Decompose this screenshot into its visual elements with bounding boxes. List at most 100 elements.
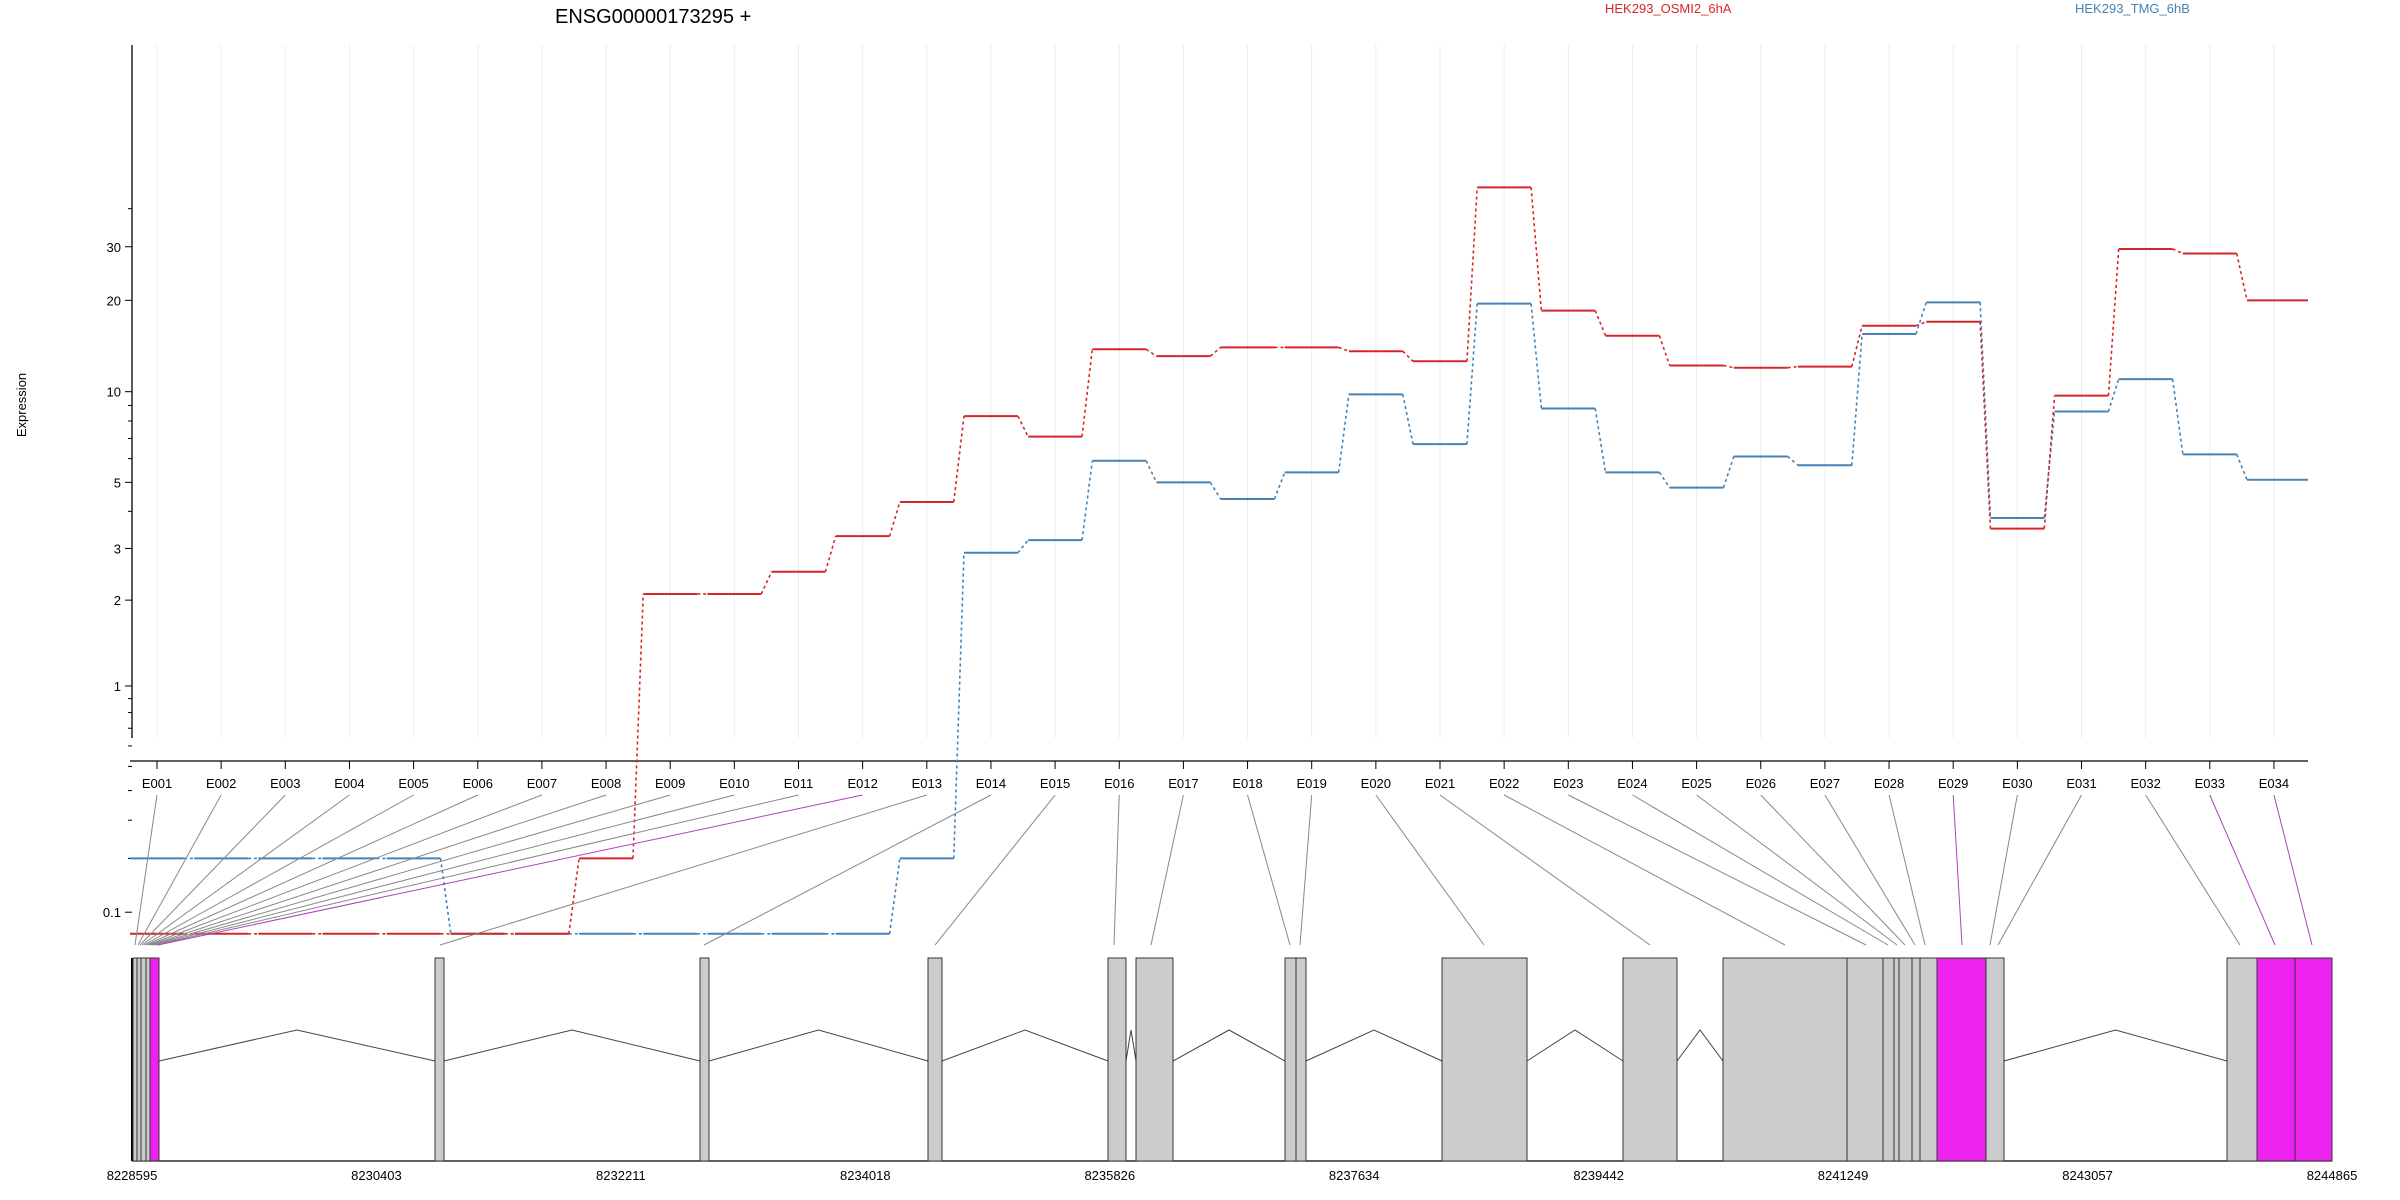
intron — [1172, 1029, 1286, 1062]
exon-label: E015 — [1040, 776, 1070, 791]
exon-box — [1107, 957, 1127, 1162]
y-tick-label: 10 — [107, 385, 121, 400]
exon-connector — [1503, 794, 1786, 946]
y-tick-label: 1 — [114, 679, 121, 694]
exon-box — [140, 957, 147, 1162]
intron — [1676, 1029, 1724, 1062]
series-connector — [1338, 346, 1350, 352]
intron — [1305, 1029, 1443, 1062]
exon-label: E033 — [2195, 776, 2225, 791]
y-tick-label: 30 — [107, 240, 121, 255]
exon-box — [1985, 957, 2005, 1162]
exon-label: E032 — [2130, 776, 2160, 791]
intron — [708, 1029, 929, 1062]
series-connector — [1658, 471, 1671, 489]
y-tick-label: 0.1 — [103, 905, 121, 920]
y-tick-label: 2 — [114, 593, 121, 608]
exon-label: E005 — [398, 776, 428, 791]
exon-label: E030 — [2002, 776, 2032, 791]
exon-connector — [1375, 794, 1485, 946]
genomic-coordinate-label: 8230403 — [351, 1168, 402, 1183]
exon-label: E006 — [463, 776, 493, 791]
exon-box — [927, 957, 943, 1162]
exon-connector — [934, 794, 1056, 946]
series-connector — [568, 858, 580, 934]
series-connector — [1594, 310, 1607, 336]
exon-connector — [155, 794, 799, 946]
series-connector — [1658, 335, 1671, 366]
exon-label: E024 — [1617, 776, 1647, 791]
exon-box — [1911, 957, 1921, 1162]
series-connector — [1273, 472, 1286, 500]
exon-connector — [147, 794, 543, 946]
exon-connector — [2145, 794, 2241, 946]
exon-label: E008 — [591, 776, 621, 791]
series-connector — [2107, 248, 2120, 396]
exon-connector — [2209, 794, 2276, 946]
exon-box — [1135, 957, 1174, 1162]
exon-connector — [1989, 794, 2018, 946]
exon-connector — [703, 794, 992, 946]
exon-label: E019 — [1297, 776, 1327, 791]
series-connector — [1145, 460, 1158, 483]
exon-box — [434, 957, 445, 1162]
genomic-coordinate-label: 8243057 — [2062, 1168, 2113, 1183]
exon-label: E003 — [270, 776, 300, 791]
exon-label: E020 — [1361, 776, 1391, 791]
series-connector — [1081, 349, 1094, 437]
exon-connector — [143, 794, 414, 946]
exon-label: E023 — [1553, 776, 1583, 791]
plot-area: 0.1 1 2 3 5 10 20 30 E001 E002 E003 E004 E005 E006 E00… — [103, 45, 2308, 935]
exon-label: E014 — [976, 776, 1006, 791]
exon-label: E002 — [206, 776, 236, 791]
series-connector — [1530, 187, 1543, 311]
exon-connector — [151, 794, 671, 946]
chart-title: ENSG00000173295 + — [555, 6, 751, 28]
exon-label: E011 — [784, 776, 813, 791]
exon-box — [699, 957, 710, 1162]
legend-series-1: HEK293_OSMI2_6hA — [1605, 1, 1732, 16]
exon-label: E017 — [1168, 776, 1198, 791]
series-connector — [888, 501, 901, 537]
exon-box — [1295, 957, 1307, 1162]
series-connector — [1723, 364, 1734, 369]
series-connector — [1337, 394, 1350, 473]
exon-label: E009 — [655, 776, 685, 791]
exon-box — [2226, 957, 2258, 1162]
exon-connector — [1888, 794, 1926, 946]
series-connector — [1209, 481, 1222, 500]
series-connector — [2043, 395, 2056, 529]
exon-box — [1284, 957, 1297, 1162]
exon-box — [136, 957, 142, 1162]
exon-connector — [1150, 794, 1184, 946]
series-connector — [1979, 321, 1992, 529]
exon-connector — [1696, 794, 1898, 946]
series-connector — [1017, 415, 1029, 437]
series-connector — [1787, 455, 1799, 466]
exon-label: E031 — [2066, 776, 2096, 791]
series-1 — [130, 186, 2308, 935]
exon-highlight — [1936, 957, 1987, 1162]
exon-connector — [1997, 794, 2082, 946]
series-connector — [1466, 187, 1479, 362]
exon-label: E025 — [1681, 776, 1711, 791]
exon-box — [1882, 957, 1895, 1162]
genomic-coordinate-label: 8239442 — [1573, 1168, 1624, 1183]
series-connector — [1851, 333, 1863, 466]
exon-connector — [149, 794, 607, 946]
series-connector — [1851, 325, 1863, 367]
intron — [1125, 1029, 1137, 1062]
exon-connector — [1113, 794, 1120, 946]
exon-label: E026 — [1746, 776, 1776, 791]
series-connector — [2172, 248, 2184, 255]
series-connector — [1530, 303, 1543, 409]
exon-label: E010 — [719, 776, 749, 791]
intron — [158, 1029, 436, 1062]
exon-label: E034 — [2259, 776, 2289, 791]
series-connector — [1402, 350, 1414, 362]
intron — [443, 1029, 701, 1062]
series-connector — [2107, 378, 2120, 412]
exon-label: E027 — [1810, 776, 1840, 791]
series-connector — [952, 552, 965, 859]
